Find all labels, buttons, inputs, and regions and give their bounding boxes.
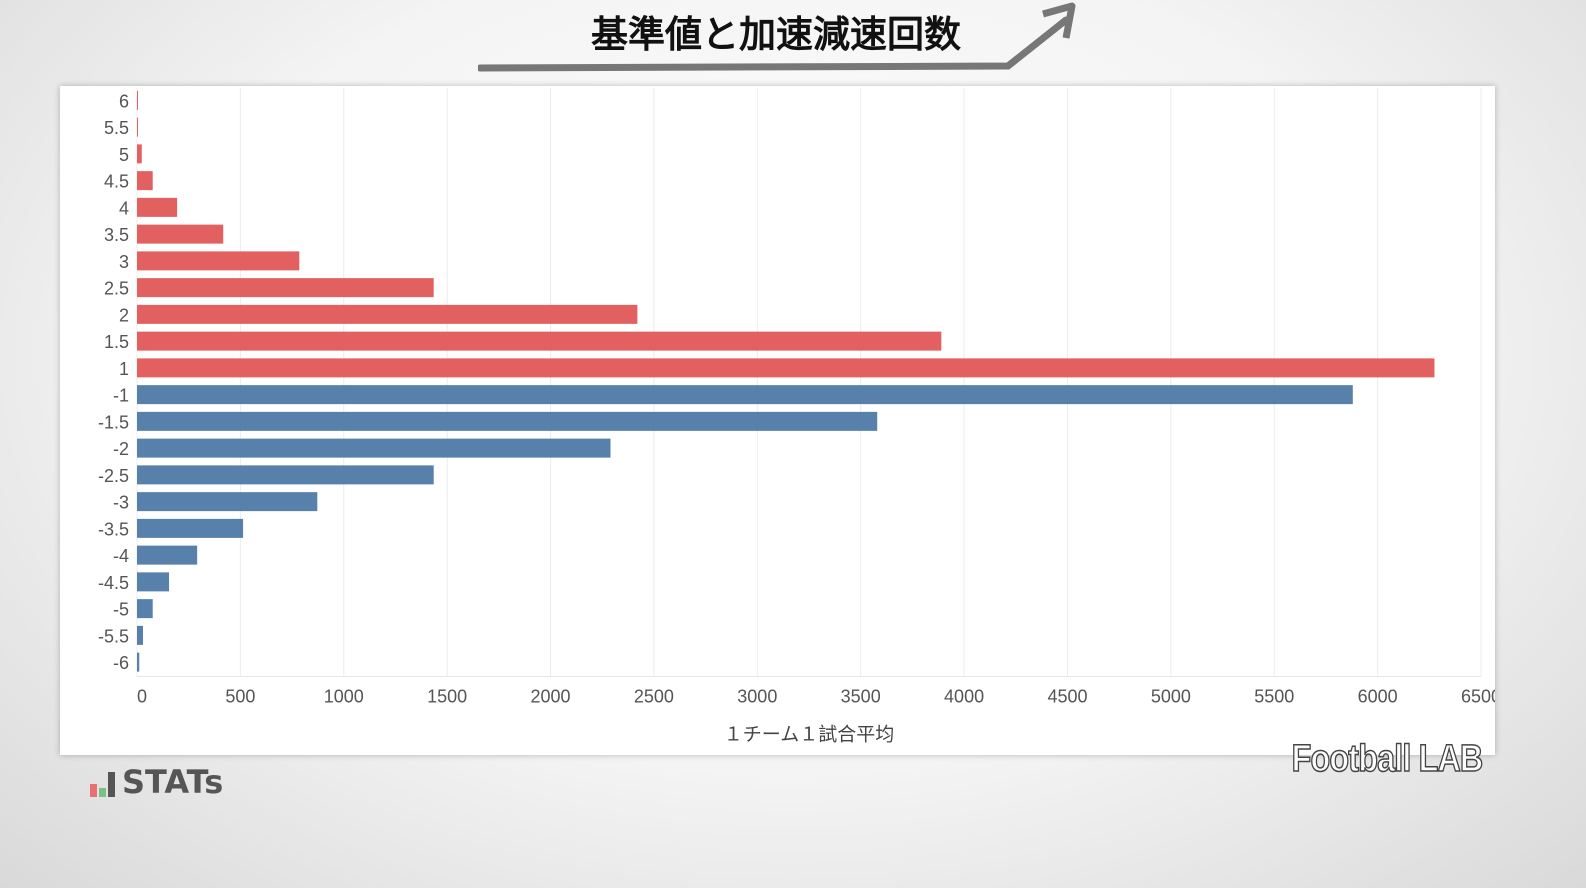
- x-tick-label: 2000: [531, 687, 571, 707]
- bar-5.5: [137, 117, 138, 137]
- bar--2: [137, 438, 611, 458]
- bar--1.5: [137, 411, 878, 431]
- x-tick-label: 0: [137, 687, 147, 707]
- y-tick-label: -6: [113, 653, 129, 673]
- y-tick-label: -1.5: [98, 412, 129, 432]
- y-tick-label: -2.5: [98, 466, 129, 486]
- y-tick-label: -5: [113, 600, 129, 620]
- x-tick-label: 4500: [1047, 687, 1087, 707]
- stats-logo-text: STATs: [122, 763, 224, 801]
- x-tick-label: 3000: [737, 687, 777, 707]
- x-tick-label: 5000: [1151, 687, 1191, 707]
- y-tick-label: 1: [119, 359, 129, 379]
- bar-logo-icon: [90, 772, 115, 797]
- bar-2: [137, 304, 638, 324]
- x-tick-label: 6500: [1461, 687, 1495, 707]
- y-tick-label: 3.5: [104, 225, 129, 245]
- y-tick-label: 4.5: [104, 172, 129, 192]
- bar-chart: 0 500 1000 1500 2000 2500 3000 3500 4000 4500 5000…: [98, 88, 1495, 746]
- bar-1.5: [137, 331, 942, 351]
- brand-logo: Football LAB: [1291, 737, 1484, 781]
- arrow-icon: [478, 2, 1076, 72]
- x-tick-label: 4000: [944, 687, 984, 707]
- chart-card: 0 500 1000 1500 2000 2500 3000 3500 4000 4500 5000…: [60, 86, 1495, 755]
- x-tick-label: 3500: [841, 687, 881, 707]
- y-tick-label: 5: [119, 145, 129, 165]
- bar--5.5: [137, 625, 143, 645]
- y-tick-label: -2: [113, 439, 129, 459]
- bar-4: [137, 197, 178, 217]
- y-tick-label: -4: [113, 546, 129, 566]
- x-axis-title: １チーム１試合平均: [724, 724, 894, 746]
- bar--3.5: [137, 518, 244, 538]
- y-tick-label: 1.5: [104, 332, 129, 352]
- x-tick-label: 1500: [427, 687, 467, 707]
- y-tick-label: 5.5: [104, 118, 129, 138]
- stats-logo: STATs: [90, 766, 223, 798]
- x-tick-label: 500: [225, 687, 255, 707]
- y-tick-label: -3.5: [98, 519, 129, 539]
- x-tick-label: 6000: [1358, 687, 1398, 707]
- y-tick-label: 6: [119, 91, 129, 111]
- page-title: 基準値と加速減速回数: [591, 13, 961, 56]
- y-tick-label: -5.5: [98, 626, 129, 646]
- bar-5: [137, 144, 142, 164]
- bar-4.5: [137, 171, 153, 191]
- x-tick-label: 5500: [1254, 687, 1294, 707]
- y-tick-label: -3: [113, 493, 129, 513]
- y-tick-label: -4.5: [98, 573, 129, 593]
- bar-1: [137, 358, 1435, 378]
- x-tick-label: 1000: [324, 687, 364, 707]
- bar-6: [137, 90, 138, 110]
- bar-3: [137, 251, 300, 271]
- y-tick-label: 3: [119, 252, 129, 272]
- bar--6: [137, 652, 140, 672]
- bar--4: [137, 545, 198, 565]
- y-tick-label: -1: [113, 386, 129, 406]
- bar--1: [137, 385, 1353, 405]
- bar-3.5: [137, 224, 224, 244]
- bar--3: [137, 492, 318, 512]
- y-tick-label: 4: [119, 198, 129, 218]
- bar--4.5: [137, 572, 170, 592]
- y-tick-label: 2.5: [104, 279, 129, 299]
- x-tick-label: 2500: [634, 687, 674, 707]
- bar-2.5: [137, 278, 434, 298]
- y-tick-label: 2: [119, 305, 129, 325]
- bar--2.5: [137, 465, 434, 485]
- bar--5: [137, 599, 153, 619]
